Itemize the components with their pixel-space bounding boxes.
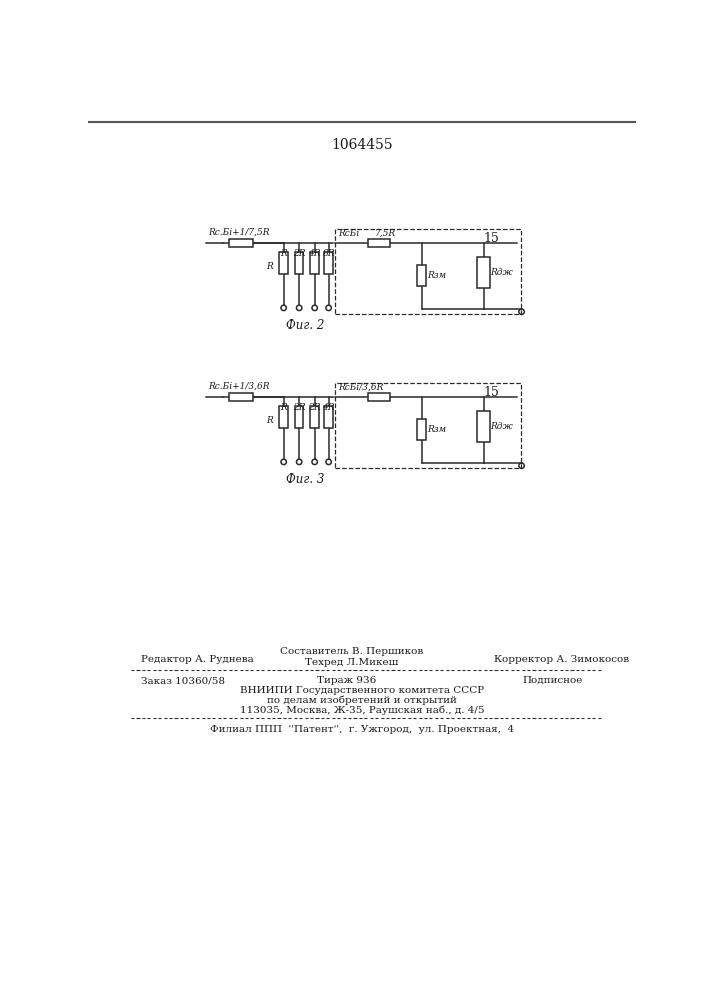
Text: Редактор А. Руднева: Редактор А. Руднева: [141, 654, 254, 664]
Bar: [417, 419, 426, 440]
Text: RсБi: RсБi: [338, 229, 359, 238]
Text: R: R: [266, 262, 273, 271]
Text: 2R: 2R: [293, 403, 305, 412]
Text: 7,5R: 7,5R: [375, 229, 396, 238]
Bar: [310, 252, 319, 274]
Bar: [368, 393, 390, 401]
Text: R: R: [266, 416, 273, 425]
Text: RсБi/3,6R: RсБi/3,6R: [338, 383, 383, 392]
Text: Rдж: Rдж: [491, 268, 513, 277]
Text: 15: 15: [484, 386, 499, 399]
Text: Филиал ППП  ''Патент'',  г. Ужгород,  ул. Проектная,  4: Филиал ППП ''Патент'', г. Ужгород, ул. П…: [210, 725, 514, 734]
Text: Заказ 10360/58: Заказ 10360/58: [141, 676, 225, 685]
Bar: [295, 406, 303, 428]
Bar: [335, 383, 521, 468]
Text: ВНИИПИ Государственного комитета СССР: ВНИИПИ Государственного комитета СССР: [240, 686, 484, 695]
Text: Составитель В. Першиков: Составитель В. Першиков: [280, 647, 423, 656]
Bar: [325, 252, 333, 274]
Text: Rс.Бi+1/3,6R: Rс.Бi+1/3,6R: [208, 382, 269, 391]
Bar: [368, 239, 390, 247]
Text: R: R: [280, 403, 287, 412]
Text: 113035, Москва, Ж-35, Раушская наб., д. 4/5: 113035, Москва, Ж-35, Раушская наб., д. …: [240, 706, 484, 715]
Text: Rзм: Rзм: [427, 271, 446, 280]
Bar: [417, 265, 426, 286]
Text: по делам изобретений и открытий: по делам изобретений и открытий: [267, 696, 457, 705]
Text: Rдж: Rдж: [491, 422, 513, 431]
Text: Техред Л.Микеш: Техред Л.Микеш: [305, 658, 399, 667]
Text: 15: 15: [484, 232, 499, 245]
Text: R: R: [280, 249, 287, 258]
Bar: [477, 257, 490, 288]
Bar: [279, 406, 288, 428]
Text: 4R: 4R: [308, 249, 321, 258]
Text: Фиг. 2: Фиг. 2: [286, 319, 325, 332]
Bar: [295, 252, 303, 274]
Text: 4R: 4R: [322, 403, 335, 412]
Bar: [335, 229, 521, 314]
Text: Rзм: Rзм: [427, 425, 446, 434]
Text: 2R: 2R: [293, 249, 305, 258]
Text: Фиг. 3: Фиг. 3: [286, 473, 325, 486]
Text: Rс.Бi+1/7,5R: Rс.Бi+1/7,5R: [208, 228, 269, 237]
Text: Корректор А. Зимокосов: Корректор А. Зимокосов: [493, 654, 629, 664]
Bar: [230, 239, 252, 247]
Text: 1064455: 1064455: [331, 138, 393, 152]
Text: Подписное: Подписное: [522, 676, 583, 685]
Text: Тираж 936: Тираж 936: [317, 676, 376, 685]
Bar: [477, 411, 490, 442]
Text: 8R: 8R: [322, 249, 335, 258]
Bar: [279, 252, 288, 274]
Text: 2R: 2R: [308, 403, 321, 412]
Bar: [310, 406, 319, 428]
Bar: [230, 393, 252, 401]
Bar: [325, 406, 333, 428]
